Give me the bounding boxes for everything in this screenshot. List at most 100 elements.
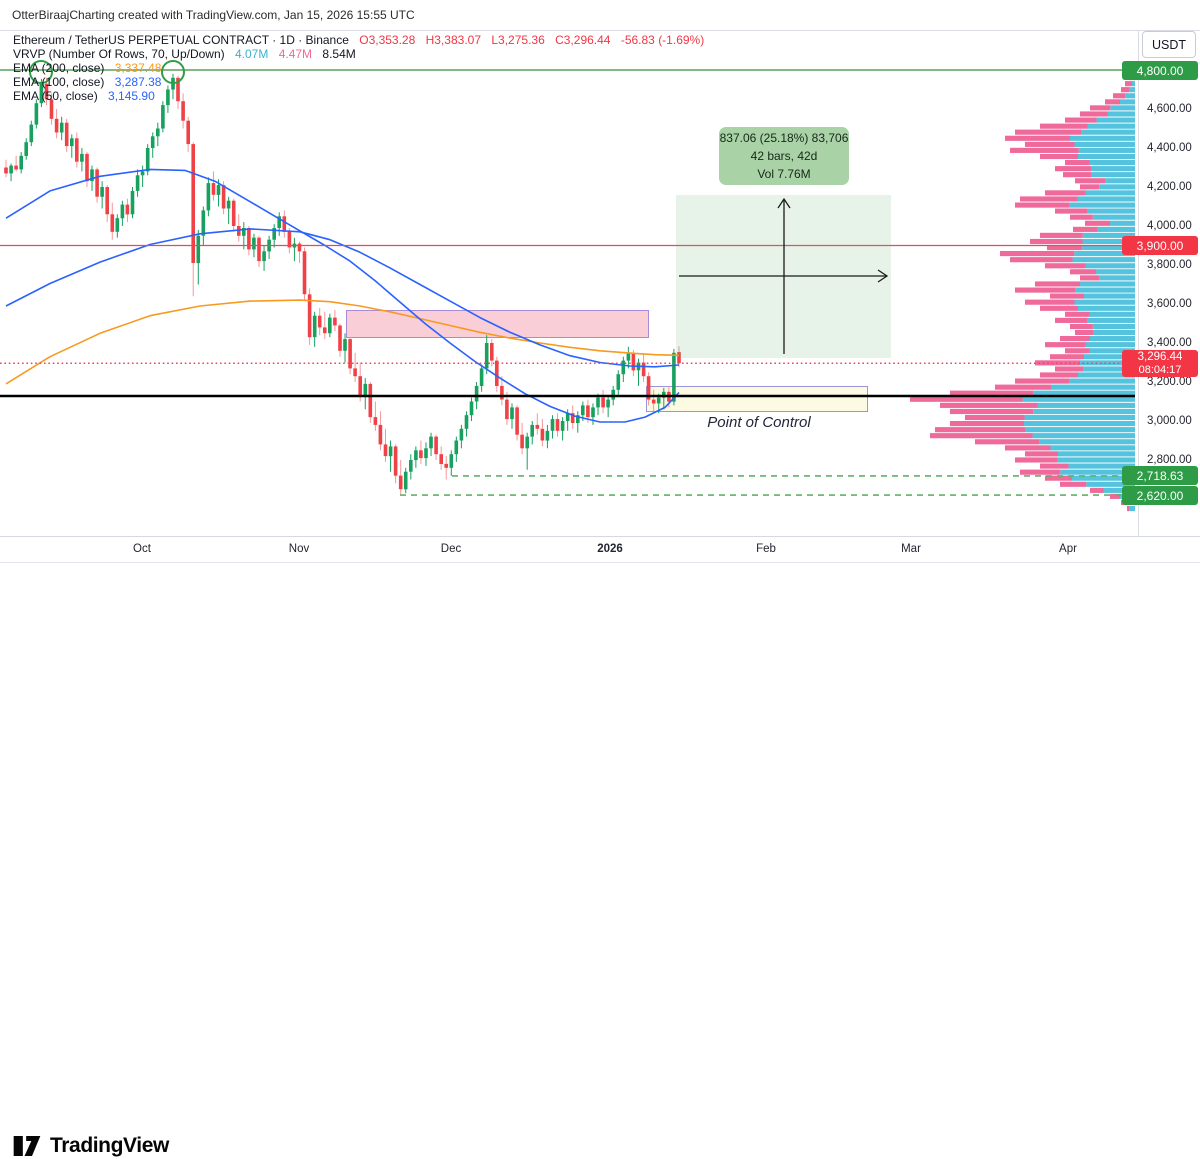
chart-canvas[interactable] [0,0,1200,615]
candle-body [150,136,155,148]
candle-body [540,428,545,441]
profile-down-bar [1080,275,1100,281]
price-scale[interactable]: 4,600.00 4,400.00 4,200.00 4,000.00 3,800.00… [1139,31,1200,535]
profile-up-bar [1032,433,1135,439]
profile-up-bar [1090,336,1135,342]
ema-line-ema-50[interactable] [5,168,680,423]
candle-body [302,251,307,295]
ema200-legend-row[interactable]: EMA (200, close) 3,337.48 [13,61,704,75]
profile-down-bar [1113,93,1126,99]
ema-line-ema-100[interactable] [5,228,680,368]
ema100-legend-row[interactable]: EMA (100, close) 3,287.38 [13,75,704,89]
profile-up-bar [1099,275,1136,281]
profile-up-bar [1120,99,1135,105]
profile-down-bar [1040,463,1069,469]
candle-body [328,317,332,334]
profile-down-bar [1045,190,1086,196]
candle-body [282,216,287,232]
profile-up-bar [1033,390,1136,396]
ema50-legend-row[interactable]: EMA (50, close) 3,145.90 [13,89,704,103]
profile-down-bar [1065,160,1090,166]
profile-down-bar [1121,499,1128,506]
candle-body [34,103,39,125]
candle-body [262,251,266,262]
close-value: C3,296.44 [555,33,611,47]
circle-marker[interactable] [161,60,185,84]
ema200-value: 3,337.48 [114,61,162,75]
candle-body [555,419,560,431]
profile-up-bar [1060,469,1136,475]
currency-toggle-button[interactable]: USDT [1142,31,1196,58]
high-value: H3,383.07 [425,33,482,47]
candle-body [323,327,327,334]
profile-down-bar [1065,311,1090,317]
attribution-bar: OtterBiraajCharting created with Trading… [0,0,1200,30]
profile-down-bar [1045,475,1072,481]
candle-body [646,376,651,400]
candle-body [145,148,150,172]
profile-up-bar [1078,147,1136,153]
candle-body [368,383,373,418]
profile-down-bar [1073,226,1098,232]
candle-body [616,374,621,390]
candle-body [39,83,44,104]
ema50-value: 3,145.90 [108,89,155,103]
profile-down-bar [1075,178,1105,184]
profile-up-bar [1050,445,1135,451]
tradingview-logo[interactable]: TradingView [12,1133,169,1159]
candle-body [363,383,368,396]
circle-marker[interactable] [29,60,53,84]
candle-body [105,187,109,215]
vrvp-label: VRVP (Number Of Rows, 70, Up/Down) [13,47,225,61]
candle-body [135,175,140,191]
candle-body [312,315,317,338]
profile-down-bar [1000,251,1075,257]
candle-body [307,294,312,338]
price-scale-separator [1138,30,1139,562]
profile-down-bar [1045,263,1086,269]
time-axis[interactable]: Oct Nov Dec 2026 Feb Mar Apr [0,536,1200,563]
profile-up-bar [1092,214,1136,220]
ema-line-ema-200[interactable] [5,299,680,385]
profile-up-bar [1081,129,1135,135]
profile-down-bar [910,396,1023,402]
symbol-title[interactable]: Ethereum / TetherUS PERPETUAL CONTRACT ·… [13,33,349,47]
point-of-control-box[interactable] [646,386,868,412]
candle-body [454,440,459,455]
profile-up-bar [1080,360,1135,366]
candle-body [115,218,120,232]
profile-up-bar [1022,396,1135,402]
vrvp-legend-row[interactable]: VRVP (Number Of Rows, 70, Up/Down) 4.07M… [13,47,704,61]
profile-down-bar [1030,238,1083,245]
candle-body [231,200,236,226]
candle-body [530,424,534,437]
candle-body [110,214,115,232]
profile-down-bar [930,433,1033,439]
candle-body [44,83,49,100]
profile-down-bar [1040,153,1078,160]
candle-body [510,407,514,420]
candle-body [277,216,281,228]
profile-up-bar [1077,196,1135,202]
profile-up-bar [1024,414,1135,421]
time-axis-label-apr: Apr [1059,543,1077,555]
profile-down-bar [940,402,1038,408]
candle-body [378,424,383,445]
candle-body [490,343,494,361]
candle-body [49,99,54,119]
price-tick-label: 4,000.00 [1147,220,1192,232]
supply-zone-box[interactable] [346,310,649,338]
profile-down-bar [1015,457,1057,463]
profile-up-bar [1051,384,1135,390]
candle-body [348,339,352,369]
symbol-legend-row[interactable]: Ethereum / TetherUS PERPETUAL CONTRACT ·… [13,33,704,47]
profile-up-bar [1091,172,1135,178]
profile-up-bar [1082,232,1136,238]
candle-body [444,463,448,468]
profile-down-bar [1005,445,1051,451]
profile-up-bar [1128,499,1135,506]
candle-body [520,434,524,449]
candle-body [196,235,201,264]
candle-body [403,471,408,490]
profile-up-bar [1087,123,1135,129]
